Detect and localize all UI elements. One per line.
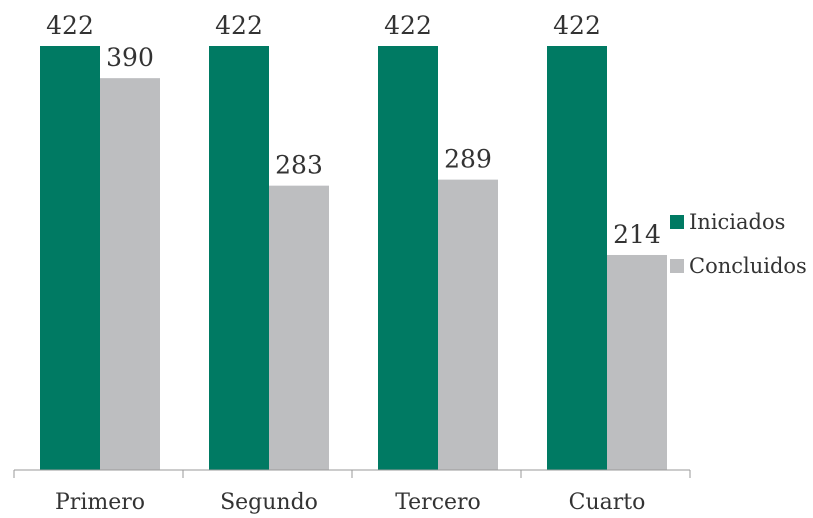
x-axis bbox=[13, 469, 691, 478]
bar-concluidos-cuarto bbox=[607, 254, 667, 470]
bar-iniciados-segundo bbox=[209, 46, 269, 470]
bar-concluidos-segundo bbox=[269, 185, 329, 471]
bar-concluidos-primero bbox=[100, 78, 160, 470]
category-label-tercero: Tercero bbox=[395, 490, 481, 515]
value-label-iniciados-primero: 422 bbox=[46, 11, 94, 40]
category-label-segundo: Segundo bbox=[220, 490, 318, 515]
category-labels-layer: Primero Segundo Tercero Cuarto bbox=[55, 490, 645, 515]
bar-iniciados-primero bbox=[40, 46, 100, 470]
bar-iniciados-tercero bbox=[378, 46, 438, 470]
category-label-primero: Primero bbox=[55, 490, 145, 515]
bars-layer bbox=[40, 46, 667, 471]
value-label-concluidos-primero: 390 bbox=[106, 43, 154, 72]
value-labels-layer: 422 390 422 283 422 289 422 214 bbox=[46, 11, 661, 249]
value-label-concluidos-tercero: 289 bbox=[444, 145, 492, 174]
bar-concluidos-tercero bbox=[438, 179, 498, 471]
bar-iniciados-cuarto bbox=[547, 46, 607, 470]
legend: Iniciados Concluidos bbox=[670, 210, 807, 278]
legend-swatch-concluidos bbox=[670, 259, 684, 273]
category-label-cuarto: Cuarto bbox=[569, 490, 646, 515]
value-label-iniciados-segundo: 422 bbox=[215, 11, 263, 40]
legend-swatch-iniciados bbox=[670, 215, 684, 229]
legend-label-concluidos: Concluidos bbox=[689, 254, 807, 278]
legend-label-iniciados: Iniciados bbox=[689, 210, 785, 234]
value-label-iniciados-tercero: 422 bbox=[384, 11, 432, 40]
value-label-concluidos-segundo: 283 bbox=[275, 151, 323, 180]
value-label-iniciados-cuarto: 422 bbox=[553, 11, 601, 40]
value-label-concluidos-cuarto: 214 bbox=[613, 220, 661, 249]
